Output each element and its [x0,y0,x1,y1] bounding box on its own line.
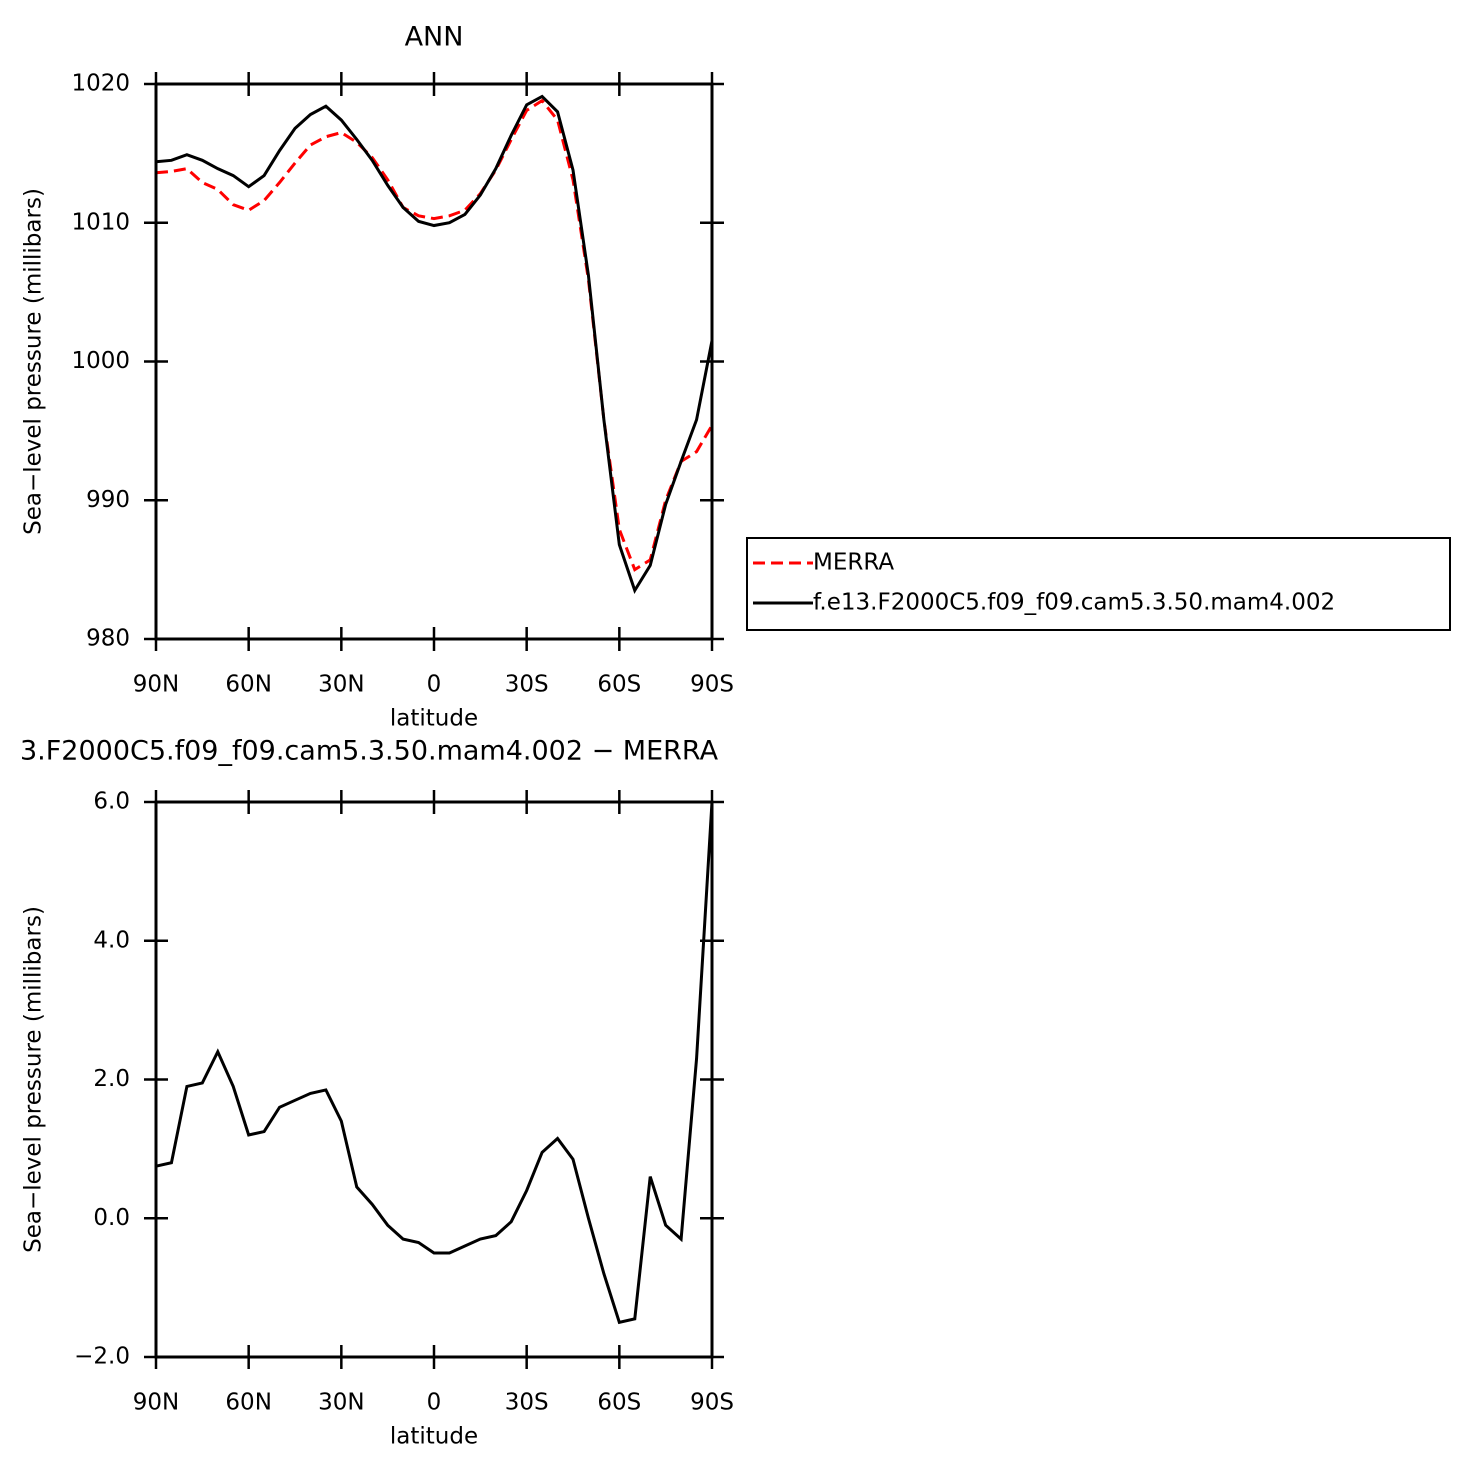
x-tick-label: 60S [597,672,641,698]
x-tick-label: 30N [318,672,364,698]
y-tick-label: 2.0 [93,1066,130,1092]
series-line [155,801,714,1325]
chart-title: ANN [405,22,464,53]
y-tick-label: 980 [86,626,130,652]
x-tick-label: 0 [427,1390,442,1416]
x-tick-label: 60N [225,1390,271,1416]
y-tick-label: 990 [86,487,130,513]
x-tick-label: 90S [690,1390,734,1416]
x-tick-label: 0 [427,672,442,698]
legend-label: MERRA [813,550,894,576]
legend-label: f.e13.F2000C5.f09_f09.cam5.3.50.mam4.002 [813,590,1335,616]
y-tick-label: 0.0 [93,1205,130,1231]
chart-title: 3.F2000C5.f09_f09.cam5.3.50.mam4.002 − M… [20,736,719,767]
y-tick-label: 1020 [71,71,130,97]
x-axis-label: latitude [390,1424,478,1450]
x-tick-label: 30N [318,1390,364,1416]
series-line [155,94,714,594]
y-tick-label: 1000 [71,348,130,374]
legend-box [746,537,1451,631]
x-tick-label: 30S [505,672,549,698]
series-line [155,98,714,572]
x-tick-label: 90N [133,672,179,698]
y-axis-label: Sea−level pressure (millibars) [21,906,47,1253]
y-tick-label: 6.0 [93,789,130,815]
y-tick-label: 4.0 [93,927,130,953]
x-tick-label: 60N [225,672,271,698]
x-tick-label: 60S [597,1390,641,1416]
plot-frame [154,800,714,1359]
y-tick-label: 1010 [71,209,130,235]
y-axis-label: Sea−level pressure (millibars) [21,188,47,535]
y-tick-label: −2.0 [74,1344,130,1370]
x-tick-label: 90N [133,1390,179,1416]
x-tick-label: 30S [505,1390,549,1416]
x-axis-label: latitude [390,706,478,732]
x-tick-label: 90S [690,672,734,698]
